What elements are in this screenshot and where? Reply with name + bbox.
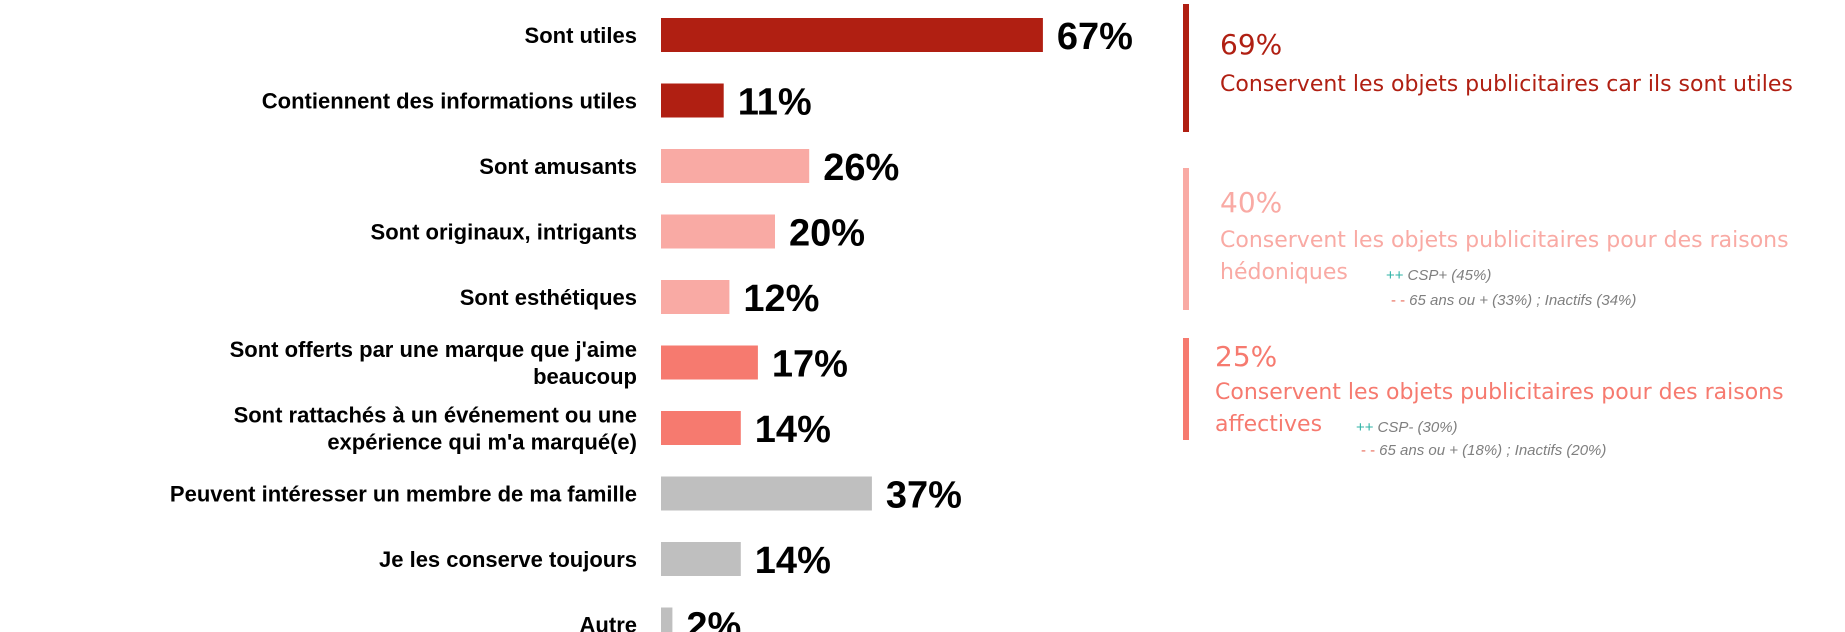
value-label-5: 17% [772, 344, 848, 386]
note-text: CSP+ (45%) [1407, 267, 1492, 284]
bar-9 [661, 607, 673, 632]
bar-2 [661, 149, 810, 183]
bar-1 [661, 83, 724, 118]
category-label-4: Sont esthétiques [460, 285, 637, 310]
summary-hedoniques-note-minus: - -65 ans ou + (33%) ; Inactifs (34%) [1391, 292, 1636, 309]
value-label-0: 67% [1057, 16, 1133, 58]
category-label-0: Sont utiles [525, 23, 637, 48]
category-label-7: Peuvent intéresser un membre de ma famil… [170, 482, 637, 507]
bar-3 [661, 214, 775, 249]
summary-utiles-pct: 69% [1220, 28, 1283, 61]
value-label-6: 14% [755, 409, 831, 451]
value-label-8: 14% [755, 540, 831, 582]
summary-hedoniques-desc-line2: hédoniques [1220, 260, 1348, 285]
category-label-6-line1: expérience qui m'a marqué(e) [327, 430, 637, 455]
summary-hedoniques-note-plus: ++ CSP+ (45%) [1386, 267, 1491, 284]
bar-4 [661, 280, 730, 314]
summary-affectives-bar [1183, 338, 1189, 440]
value-label-4: 12% [743, 278, 819, 320]
bar-0 [661, 18, 1043, 52]
summary-affectives: 25% Conservent les objets publicitaires … [1183, 338, 1833, 459]
minus-sign: - - [1391, 292, 1406, 309]
value-label-2: 26% [823, 147, 899, 189]
summary-utiles-desc: Conservent les objets publicitaires car … [1220, 72, 1793, 97]
summary-affectives-desc-line1: Conservent les objets publicitaires pour… [1215, 380, 1784, 405]
category-label-5-line1: beaucoup [533, 364, 637, 389]
bar-8 [661, 542, 741, 576]
note-text: CSP- (30%) [1377, 419, 1458, 436]
category-label-2: Sont amusants [479, 154, 637, 179]
plus-sign: ++ [1386, 267, 1404, 284]
summary-affectives-desc-line2: affectives [1215, 412, 1323, 437]
bar-5 [661, 345, 758, 380]
category-label-9: Autre [580, 613, 637, 632]
category-label-5-line0: Sont offerts par une marque que j'aime [230, 337, 637, 362]
summary-utiles-bar [1183, 4, 1189, 132]
value-label-3: 20% [789, 213, 865, 255]
note-text: 65 ans ou + (18%) ; Inactifs (20%) [1379, 442, 1607, 459]
summary-utiles: 69% Conservent les objets publicitaires … [1183, 4, 1833, 132]
category-label-6-line0: Sont rattachés à un événement ou une [234, 403, 637, 428]
value-label-7: 37% [886, 475, 962, 517]
bar-6 [661, 411, 741, 445]
summary-affectives-note-plus: ++ CSP- (30%) [1356, 419, 1458, 436]
summary-affectives-pct: 25% [1215, 340, 1278, 373]
summary-affectives-note-minus: - -65 ans ou + (18%) ; Inactifs (20%) [1361, 442, 1606, 459]
value-label-1: 11% [738, 82, 812, 124]
category-label-3: Sont originaux, intrigants [371, 220, 637, 245]
value-label-9: 2% [686, 606, 741, 632]
note-text: 65 ans ou + (33%) ; Inactifs (34%) [1409, 292, 1637, 309]
summary-hedoniques-desc-line1: Conservent les objets publicitaires pour… [1220, 228, 1789, 253]
category-label-1: Contiennent des informations utiles [262, 89, 637, 114]
bar-7 [661, 476, 872, 511]
summary-hedoniques: 40% Conservent les objets publicitaires … [1183, 168, 1833, 310]
minus-sign: - - [1361, 442, 1376, 459]
category-label-8: Je les conserve toujours [379, 547, 637, 572]
summary-hedoniques-bar [1183, 168, 1189, 310]
plus-sign: ++ [1356, 419, 1374, 436]
summary-hedoniques-pct: 40% [1220, 186, 1283, 219]
